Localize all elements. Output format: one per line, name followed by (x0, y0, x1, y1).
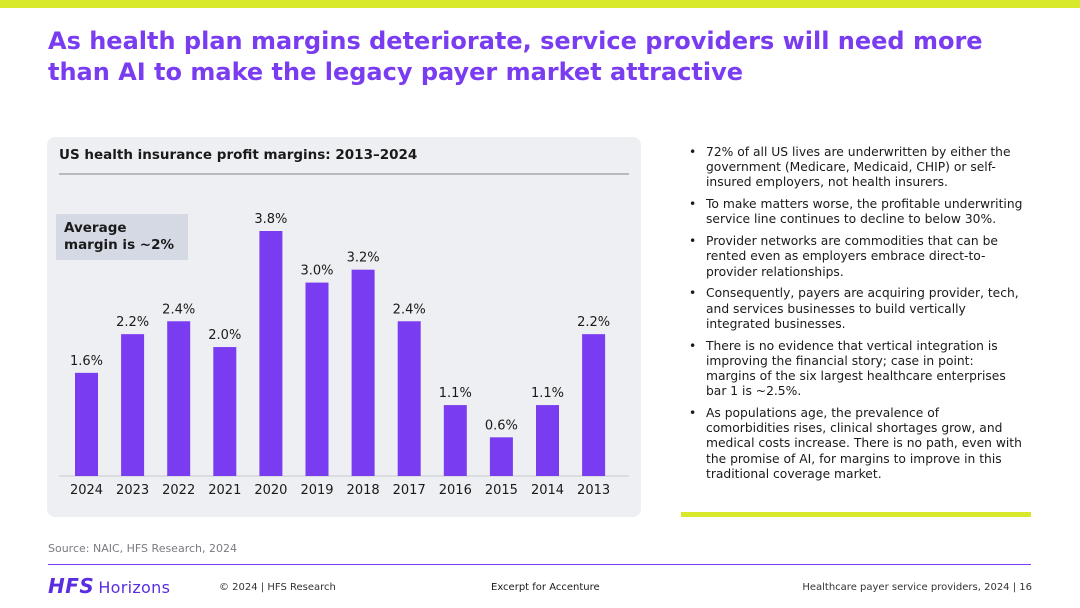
data-label-2024: 1.6% (70, 354, 103, 369)
source-note: Source: NAIC, HFS Research, 2024 (48, 542, 237, 555)
chart-title-divider (59, 173, 629, 175)
bar-2019 (305, 282, 329, 476)
bar-2013 (582, 334, 606, 476)
bar-2018 (351, 269, 375, 476)
chart-title: US health insurance profit margins: 2013… (59, 147, 418, 163)
hfs-horizons-logo: HFS Horizons (48, 574, 171, 598)
data-label-2021: 2.0% (208, 328, 241, 343)
data-label-2017: 2.4% (393, 302, 426, 317)
data-label-2014: 1.1% (531, 386, 564, 401)
bar-2024 (75, 372, 98, 476)
bar-2023 (121, 334, 145, 476)
x-tick-2024: 2024 (70, 483, 103, 498)
bar-2021 (213, 347, 237, 476)
x-tick-2022: 2022 (162, 483, 195, 498)
chart-panel: US health insurance profit margins: 2013… (47, 137, 641, 517)
bar-chart: 1.6% 2024 2.2% 2023 2.4% 2022 2.0% 2021 3.8% 2020… (59, 212, 629, 498)
x-tick-2023: 2023 (116, 483, 149, 498)
x-tick-2015: 2015 (485, 483, 518, 498)
data-label-2016: 1.1% (439, 386, 472, 401)
insight-bullet: As populations age, the prevalence of co… (689, 406, 1025, 482)
copyright-text: © 2024 | HFS Research (219, 582, 336, 593)
average-margin-callout: Average margin is ~2% (56, 214, 188, 260)
x-tick-2018: 2018 (347, 483, 380, 498)
logo-main-text: HFS (48, 574, 95, 598)
bar-2022 (167, 321, 191, 476)
data-label-2020: 3.8% (254, 212, 287, 227)
insights-panel: 72% of all US lives are underwritten by … (681, 137, 1031, 517)
x-tick-2013: 2013 (577, 483, 610, 498)
insights-list: 72% of all US lives are underwritten by … (689, 145, 1025, 489)
x-tick-2014: 2014 (531, 483, 564, 498)
data-label-2015: 0.6% (485, 418, 518, 433)
footer-divider (48, 564, 1031, 565)
insight-bullet: 72% of all US lives are underwritten by … (689, 145, 1025, 191)
excerpt-label: Excerpt for Accenture (491, 582, 600, 593)
data-label-2023: 2.2% (116, 315, 149, 330)
insight-bullet: There is no evidence that vertical integ… (689, 339, 1025, 400)
page-title: As health plan margins deteriorate, serv… (48, 27, 983, 86)
logo-sub-text: Horizons (98, 578, 171, 597)
top-accent-bar (0, 0, 1080, 8)
bar-2014 (536, 405, 559, 476)
x-tick-2017: 2017 (393, 483, 426, 498)
insight-bullet: Consequently, payers are acquiring provi… (689, 286, 1025, 332)
bar-2017 (397, 321, 421, 476)
data-label-2019: 3.0% (300, 264, 333, 279)
x-tick-2019: 2019 (300, 483, 333, 498)
data-label-2018: 3.2% (347, 251, 380, 266)
x-tick-2020: 2020 (254, 483, 287, 498)
data-label-2013: 2.2% (577, 315, 610, 330)
insight-bullet: Provider networks are commodities that c… (689, 234, 1025, 280)
data-label-2022: 2.4% (162, 302, 195, 317)
x-tick-2021: 2021 (208, 483, 241, 498)
bar-2020 (259, 231, 283, 476)
bar-2015 (489, 437, 513, 476)
insight-bullet: To make matters worse, the profitable un… (689, 197, 1025, 227)
report-page-label: Healthcare payer service providers, 2024… (802, 582, 1032, 593)
x-tick-2016: 2016 (439, 483, 472, 498)
bar-2016 (443, 405, 467, 476)
